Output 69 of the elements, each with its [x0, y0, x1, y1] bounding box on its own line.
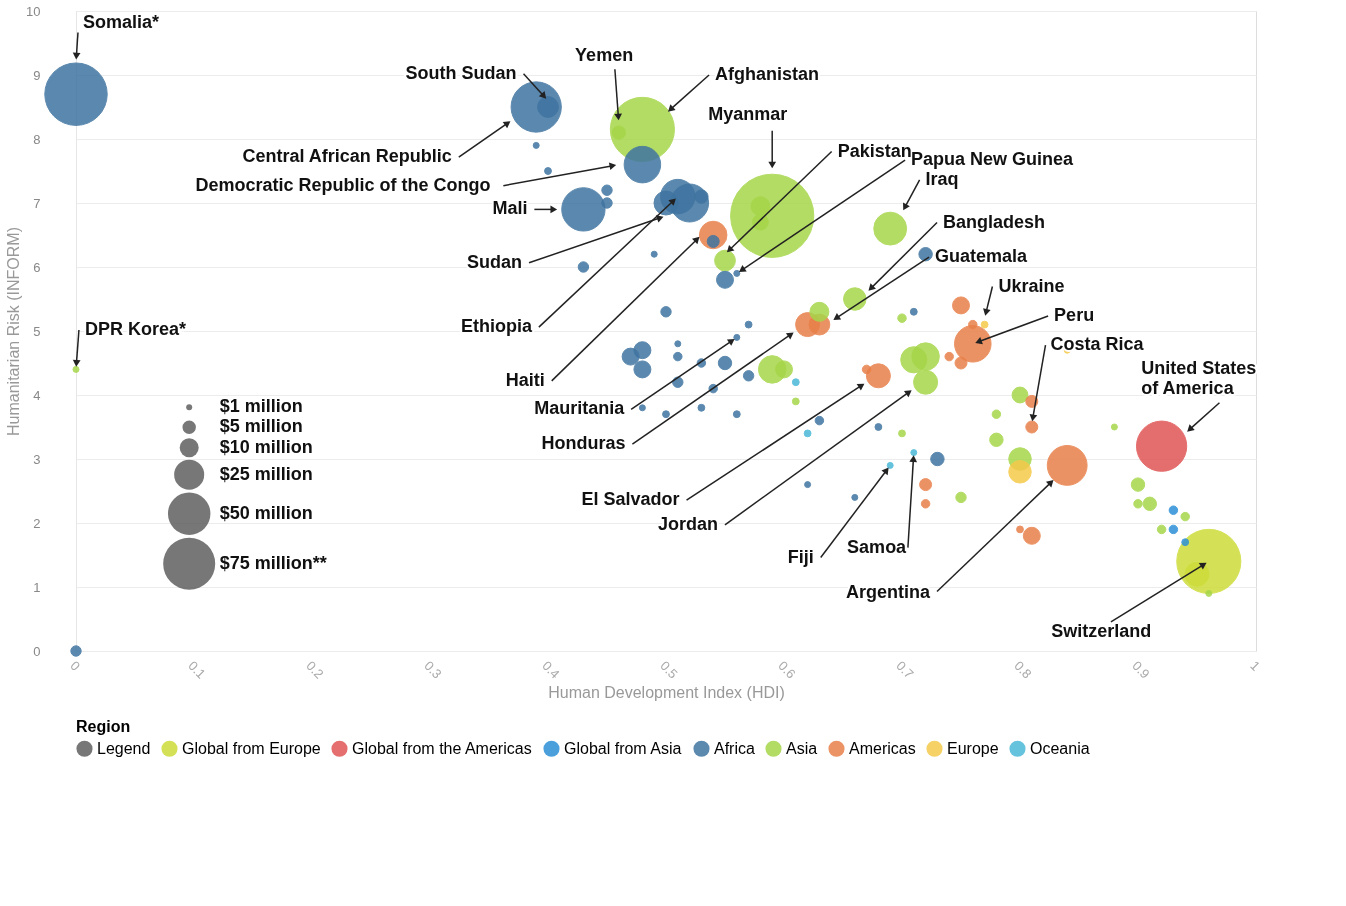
- legend-label: Americas: [849, 739, 916, 757]
- x-tick-label: 0: [67, 658, 84, 674]
- legend-label: Global from Europe: [182, 739, 321, 757]
- x-tick-label: 0.8: [1011, 658, 1035, 682]
- y-tick-label: 2: [33, 515, 41, 531]
- x-axis-title: Human Development Index (HDI): [548, 684, 785, 702]
- y-tick-label: 10: [26, 3, 41, 19]
- legend-label: Africa: [714, 739, 755, 757]
- x-tick-label: 0.7: [893, 658, 917, 682]
- y-tick-label: 4: [33, 387, 41, 403]
- legend-label: $10 million: [219, 436, 313, 457]
- x-tick-label: 0.6: [775, 658, 799, 682]
- annotation: Somalia*: [82, 11, 159, 32]
- annotation: Iraq: [925, 168, 959, 189]
- annotation: Sudan: [467, 251, 523, 272]
- legend-label: Asia: [786, 739, 818, 757]
- annotation: Honduras: [541, 433, 626, 454]
- x-tick-label: 0.2: [303, 658, 327, 682]
- annotation: Argentina: [846, 582, 932, 603]
- annotation: Haiti: [505, 369, 545, 390]
- annotation: Peru: [1054, 304, 1095, 325]
- annotation: Yemen: [575, 44, 634, 65]
- y-axis-title: Humanitarian Risk (INFORM): [5, 227, 23, 436]
- legend-label: Global from Asia: [564, 739, 682, 757]
- annotation: Bangladesh: [943, 211, 1046, 232]
- annotation: El Salvador: [581, 489, 680, 510]
- y-tick-label: 6: [33, 259, 41, 275]
- y-tick-label: 5: [33, 323, 41, 339]
- x-tick-label: 0.1: [185, 658, 209, 682]
- y-tick-label: 3: [33, 451, 41, 467]
- legend-label: $75 million**: [219, 552, 327, 573]
- annotation: Switzerland: [1051, 621, 1152, 642]
- annotation: South Sudan: [405, 62, 517, 83]
- legend-label: $5 million: [219, 416, 303, 437]
- annotation: Papua New Guinea: [911, 149, 1075, 170]
- annotation: Samoa: [847, 536, 908, 557]
- annotation: DPR Korea*: [84, 319, 186, 340]
- x-tick-label: 0.4: [539, 658, 563, 682]
- y-tick-label: 1: [33, 579, 41, 595]
- annotation: Ukraine: [998, 275, 1065, 296]
- x-tick-label: 0.3: [421, 658, 445, 682]
- legend-label: $50 million: [219, 502, 313, 523]
- annotation: Central African Republic: [242, 146, 452, 167]
- annotation: Costa Rica: [1050, 334, 1145, 355]
- annotation: Mauritania: [534, 398, 626, 419]
- annotation: Myanmar: [708, 104, 788, 125]
- legend-label: Europe: [947, 739, 999, 757]
- y-tick-label: 0: [33, 643, 41, 659]
- annotation: Mali: [492, 198, 528, 219]
- y-tick-label: 9: [33, 67, 41, 83]
- annotation: Jordan: [657, 513, 718, 534]
- annotation: Democratic Republic of the Congo: [195, 174, 491, 195]
- annotation: United States of America: [1141, 358, 1257, 399]
- annotation: Fiji: [787, 546, 814, 567]
- annotation: Ethiopia: [460, 316, 533, 337]
- legend-label: $25 million: [219, 463, 313, 484]
- legend-label: Global from the Americas: [352, 739, 532, 757]
- x-tick-label: 0.9: [1129, 658, 1153, 682]
- annotation: Guatemala: [935, 246, 1029, 267]
- annotation: Pakistan: [837, 140, 912, 161]
- legend-label: Oceania: [1030, 739, 1090, 757]
- y-tick-label: 8: [33, 131, 41, 147]
- legend-label: $1 million: [219, 396, 303, 417]
- legend-title: Region: [76, 718, 131, 735]
- legend-label: Legend: [97, 739, 151, 757]
- y-tick-label: 7: [33, 195, 41, 211]
- x-tick-label: 0.5: [657, 658, 681, 682]
- annotation: Afghanistan: [715, 64, 820, 85]
- x-tick-label: 1: [1247, 658, 1264, 674]
